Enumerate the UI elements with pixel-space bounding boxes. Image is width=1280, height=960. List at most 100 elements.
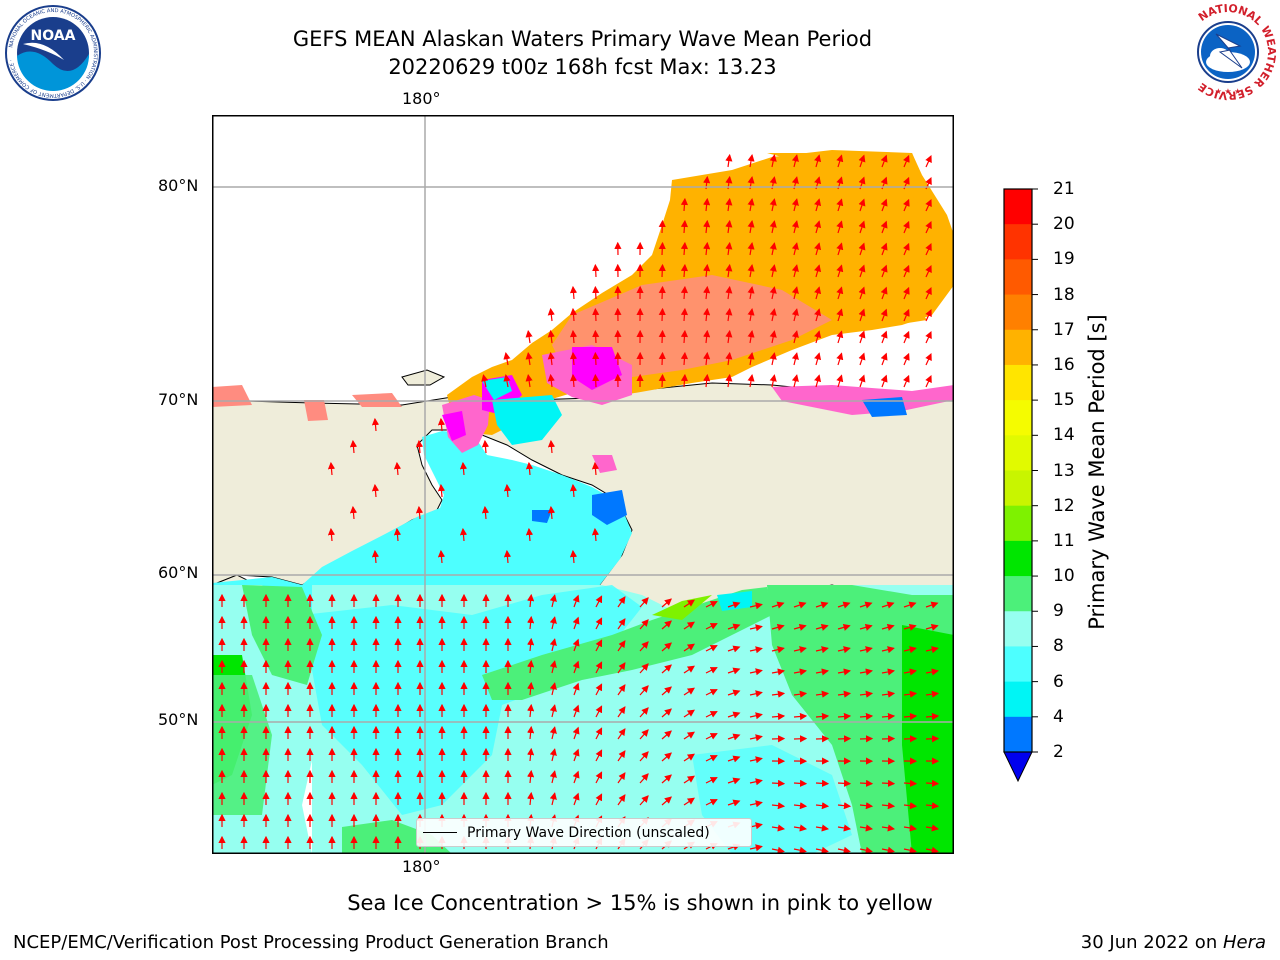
legend-label: Primary Wave Direction (unscaled) [467,824,710,841]
wave-arrow [815,824,830,832]
wave-arrow [903,846,917,854]
wave-arrow [858,220,866,234]
wave-arrow [749,668,763,676]
colorbar-tick-label: 16 [1053,354,1075,375]
wave-arrow [661,620,672,630]
wave-arrow [859,712,874,721]
wave-arrow [727,755,741,763]
wave-arrow [793,623,807,631]
wave-arrow [837,846,851,854]
colorbar-tick-label: 9 [1053,601,1064,622]
wave-arrow [527,637,535,652]
wave-arrow [769,286,777,300]
colorbar-tick-label: 19 [1053,249,1075,270]
wave-arrow [547,351,555,366]
wave-arrow [503,549,512,564]
wave-arrow [903,668,917,676]
wave-arrow [793,824,808,832]
colorbar-band [1004,470,1032,507]
wave-arrow [837,601,851,609]
wave-arrow [617,794,626,806]
wave-arrow [527,747,535,762]
wave-arrow [859,802,874,810]
wave-arrow [837,824,852,832]
wave-arrow [727,667,741,675]
wave-arrow [703,197,711,212]
wave-arrow [680,263,689,278]
wave-arrow [683,709,695,718]
wave-arrow [617,662,626,674]
wave-period-map [212,115,954,854]
wave-arrow [658,241,666,256]
wave-arrow [902,374,910,388]
wave-arrow [371,417,380,432]
wave-arrow [793,668,807,676]
legend-line-icon [423,832,457,833]
wave-arrow [902,264,910,278]
map-frame [212,115,954,854]
wave-arrow [880,220,888,234]
wave-arrow [749,712,763,720]
footer-producer: NCEP/EMC/Verification Post Processing Pr… [13,932,609,953]
wave-arrow [595,705,603,718]
wave-arrow [925,264,932,278]
nws-logo: NATIONAL WEATHER SERVICE ★ ★ ★ [1181,2,1278,102]
wave-arrow [791,374,799,388]
wave-arrow [617,772,626,784]
wave-arrow [925,712,940,721]
wave-arrow [705,667,718,674]
wave-arrow [791,220,799,234]
wave-arrow [437,483,446,498]
wave-arrow [793,802,808,810]
lon-label-bottom: 180° [402,857,441,876]
map-subtitle-forecast: 20220629 t00z 168h fcst Max: 13.23 [388,55,777,79]
wave-arrow [859,824,874,832]
wave-arrow [791,154,799,168]
wave-arrow [725,263,733,278]
wave-arrow [591,461,600,476]
wave-arrow [925,198,932,212]
wave-arrow [925,824,940,832]
wave-arrow [705,601,718,608]
wave-arrow [769,198,777,212]
wave-arrow [661,686,672,696]
wave-arrow [527,769,535,784]
wave-arrow [661,730,672,740]
wave-arrow [791,330,799,344]
wave-arrow [769,242,777,256]
wave-arrow [705,755,718,762]
colorbar-tick-label: 18 [1053,284,1075,305]
wave-arrow [725,285,733,300]
wave-arrow [747,197,755,212]
wave-arrow [925,646,939,654]
wave-arrow [658,329,666,344]
wave-arrow [549,594,557,608]
colorbar-band [1004,681,1032,718]
wave-arrow [525,373,533,388]
wave-arrow [592,285,600,300]
wave-arrow [680,307,689,322]
wave-arrow [725,219,733,234]
colorbar-band [1004,364,1032,401]
wave-arrow [595,683,603,696]
wave-arrow [572,704,580,718]
wave-arrow [725,373,733,388]
wave-arrow [747,307,755,322]
wave-arrow [683,643,695,652]
wave-arrow [925,802,940,810]
wave-arrow [903,824,918,832]
wave-arrow [903,712,918,721]
lat-label-70: 70°N [158,390,199,409]
wave-arrow [680,219,689,234]
wave-arrow [925,374,932,388]
wave-arrow [925,352,932,366]
wave-arrow [658,263,666,278]
colorbar-band [1004,540,1032,577]
wave-arrow [858,352,866,366]
wave-arrow [837,668,851,676]
wave-arrow [527,703,535,718]
wave-arrow [925,668,939,676]
wave-arrow [814,242,822,256]
wave-arrow [592,263,600,278]
wave-arrow [903,623,917,631]
